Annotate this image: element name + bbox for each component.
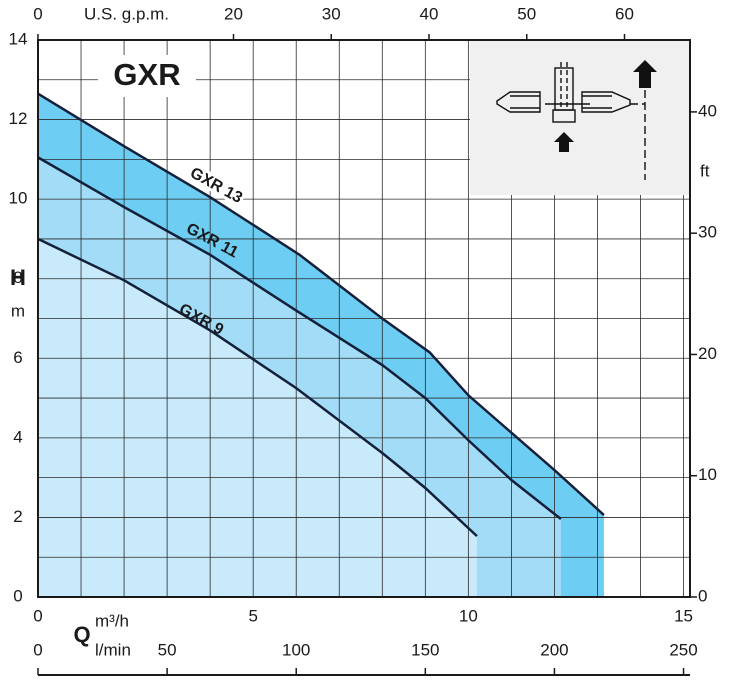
x-tick-label: 10 — [459, 606, 478, 625]
x3-axis-unit: U.S. g.p.m. — [84, 4, 169, 23]
x2-tick-label: 150 — [411, 640, 439, 659]
title-box — [98, 55, 196, 97]
y-tick-label: 14 — [9, 29, 28, 48]
y-axis-unit: m — [11, 301, 25, 320]
x2-tick-label: 250 — [669, 640, 697, 659]
x2-tick-label: 200 — [540, 640, 568, 659]
y-tick-label: 0 — [13, 586, 22, 605]
x3-tick-label: 0 — [33, 4, 42, 23]
x3-tick-label: 60 — [615, 4, 634, 23]
y2-tick-label: 0 — [698, 586, 707, 605]
x2-axis-unit: l/min — [95, 640, 131, 659]
x-tick-label: 0 — [33, 606, 42, 625]
y2-axis-unit: ft — [700, 161, 710, 180]
area — [38, 238, 477, 597]
curve — [37, 156, 562, 521]
y-tick-label: 2 — [13, 507, 22, 526]
x2-tick-label: 50 — [158, 640, 177, 659]
chart-title: GXR — [113, 57, 180, 92]
y2-tick-label: 20 — [698, 344, 717, 363]
x-tick-label: 5 — [248, 606, 257, 625]
x3-tick-label: 50 — [517, 4, 536, 23]
x-tick-label: 15 — [674, 606, 693, 625]
curve — [37, 237, 478, 538]
y2-tick-label: 30 — [698, 223, 717, 242]
x3-tick-label: 20 — [224, 4, 243, 23]
y2-tick-label: 40 — [698, 101, 717, 120]
y-tick-label: 4 — [13, 427, 22, 446]
y-tick-label: 10 — [9, 189, 28, 208]
y-tick-label: 8 — [13, 268, 22, 287]
pump-diagram — [496, 62, 646, 180]
y-axis-label: H — [10, 265, 26, 290]
x2-tick-label: 100 — [282, 640, 310, 659]
x-axis-unit: m³/h — [95, 611, 129, 630]
curve — [37, 92, 605, 516]
y-tick-label: 12 — [9, 109, 28, 128]
y-tick-label: 6 — [13, 348, 22, 367]
x-axis-label: Q — [73, 622, 90, 647]
x3-tick-label: 40 — [420, 4, 439, 23]
plot-frame — [37, 39, 691, 598]
x3-tick-label: 30 — [322, 4, 341, 23]
flow-arrow — [554, 132, 574, 152]
x2-tick-label: 0 — [33, 640, 42, 659]
flow-arrow — [633, 60, 657, 88]
inset-panel — [470, 41, 689, 195]
y2-tick-label: 10 — [698, 465, 717, 484]
